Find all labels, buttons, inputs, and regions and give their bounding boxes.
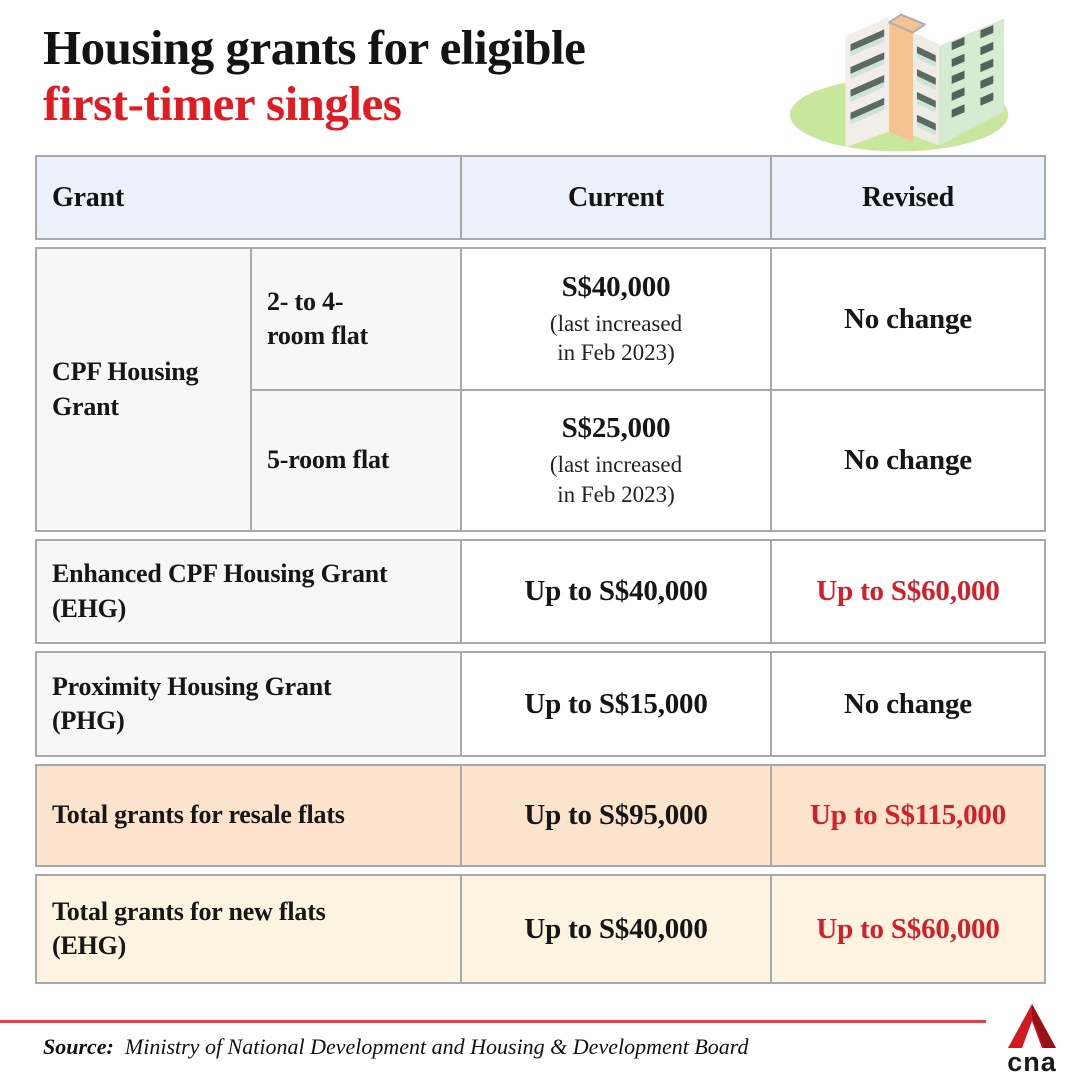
revised-cell: No change [770,389,1044,530]
cna-logo: cna [1000,1004,1064,1076]
row-total-grants-new-flats: Total grants for new flats (EHG) Up to S… [35,874,1046,984]
footer-divider [0,1020,986,1023]
cna-logo-icon [1008,1004,1056,1048]
source-label: Source: [43,1034,114,1059]
header-grant: Grant [37,157,460,238]
grant-label-cell: Total grants for resale flats [37,766,460,865]
grant-label-cell: Total grants for new flats (EHG) [37,876,460,982]
current-cell: S$25,000 (last increased in Feb 2023) [460,389,770,530]
current-cell: S$40,000 (last increased in Feb 2023) [460,249,770,389]
title-line-2: first-timer singles [43,76,402,131]
table-header-row: Grant Current Revised [35,155,1046,240]
revised-cell: Up to S$115,000 [770,766,1044,865]
current-cell: Up to S$40,000 [460,876,770,982]
source-line: Source: Ministry of National Development… [43,1034,749,1060]
header-current: Current [460,157,770,238]
source-text: Ministry of National Development and Hou… [124,1034,749,1059]
header-revised: Revised [770,157,1044,238]
cna-logo-text: cna [1007,1047,1057,1077]
revised-cell: Up to S$60,000 [770,876,1044,982]
current-cell: Up to S$95,000 [460,766,770,865]
cpf-grant-label-cell: CPF Housing Grant [37,249,250,530]
row-proximity-housing-grant: Proximity Housing Grant (PHG) Up to S$15… [35,651,1046,757]
flat-type-cell: 5-room flat [250,389,460,530]
row-total-grants-resale-flats: Total grants for resale flats Up to S$95… [35,764,1046,867]
title-line-1: Housing grants for eligible [43,20,586,75]
hdb-building-illustration-icon [790,13,1009,152]
grant-label-cell: Enhanced CPF Housing Grant (EHG) [37,541,460,642]
revised-cell: Up to S$60,000 [770,541,1044,642]
current-cell: Up to S$15,000 [460,653,770,755]
revised-cell: No change [770,653,1044,755]
row-enhanced-cpf-housing-grant: Enhanced CPF Housing Grant (EHG) Up to S… [35,539,1046,644]
flat-type-cell: 2- to 4- room flat [250,249,460,389]
grants-table: Grant Current Revised CPF Housing Grant … [35,155,1046,984]
page-title: Housing grants for eligible first-timer s… [43,20,586,132]
revised-cell: No change [770,249,1044,389]
current-cell: Up to S$40,000 [460,541,770,642]
cpf-housing-grant-group: CPF Housing Grant 2- to 4- room flat S$4… [35,247,1046,532]
grant-label-cell: Proximity Housing Grant (PHG) [37,653,460,755]
